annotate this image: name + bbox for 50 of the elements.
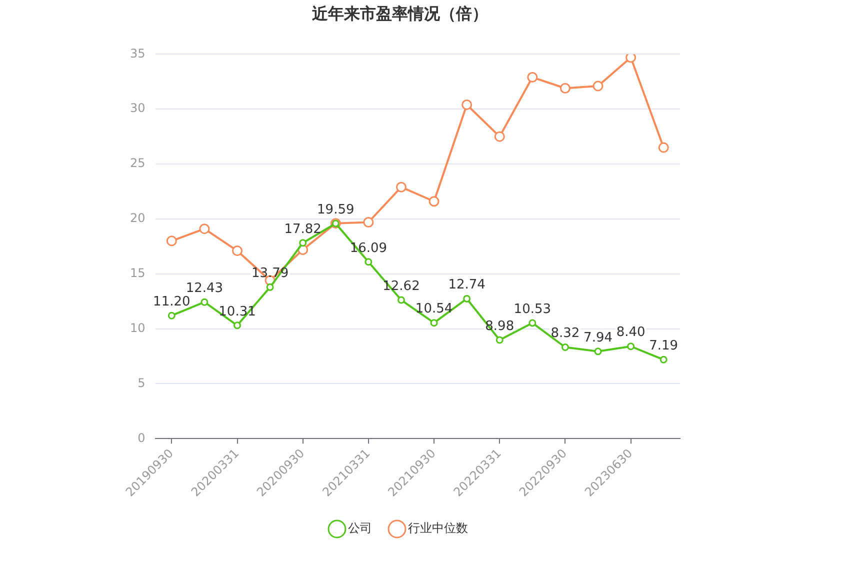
point bbox=[200, 298, 208, 306]
legend-label: 行业中位数 bbox=[408, 521, 468, 536]
y-tick-label: 15 bbox=[130, 266, 146, 280]
point bbox=[527, 72, 538, 83]
y-tick-label: 25 bbox=[130, 156, 146, 170]
point bbox=[266, 283, 274, 291]
point bbox=[397, 296, 405, 304]
y-tick-label: 30 bbox=[130, 101, 146, 116]
point bbox=[658, 142, 669, 153]
data-label: 8.40 bbox=[616, 325, 646, 340]
data-label: 7.19 bbox=[649, 338, 678, 354]
data-label: 10.54 bbox=[415, 302, 453, 317]
y-tick-label: 5 bbox=[138, 376, 146, 390]
point bbox=[627, 342, 635, 350]
y-tick-label: 20 bbox=[130, 211, 146, 226]
y-tick-label: 10 bbox=[130, 320, 146, 335]
point bbox=[594, 348, 602, 356]
point bbox=[428, 196, 440, 207]
point bbox=[560, 83, 570, 94]
data-label: 19.59 bbox=[317, 202, 354, 218]
point bbox=[168, 312, 176, 320]
point bbox=[626, 54, 636, 63]
data-label: 7.94 bbox=[584, 330, 612, 346]
data-label: 10.53 bbox=[514, 302, 552, 317]
point bbox=[166, 236, 177, 246]
point bbox=[199, 224, 210, 234]
point bbox=[232, 246, 243, 256]
point bbox=[463, 294, 471, 302]
y-tick-label: 35 bbox=[130, 46, 146, 60]
data-label: 12.43 bbox=[186, 280, 224, 296]
point bbox=[496, 336, 504, 344]
data-label: 11.20 bbox=[153, 294, 190, 310]
data-label: 17.82 bbox=[284, 222, 322, 237]
point bbox=[660, 356, 668, 364]
point bbox=[396, 182, 406, 192]
chart-title: 近年来市盈率情况（倍） bbox=[311, 4, 488, 23]
legend-label: 公司 bbox=[348, 521, 372, 536]
point bbox=[363, 217, 374, 228]
data-label: 12.74 bbox=[448, 278, 486, 293]
point bbox=[528, 319, 536, 327]
point bbox=[462, 99, 472, 110]
point bbox=[234, 322, 242, 330]
data-label: 8.32 bbox=[550, 326, 580, 342]
point bbox=[561, 343, 569, 351]
point bbox=[494, 131, 505, 142]
point bbox=[299, 239, 307, 247]
point bbox=[364, 258, 372, 266]
point bbox=[430, 319, 438, 327]
point bbox=[592, 80, 604, 92]
y-tick-label: 0 bbox=[138, 430, 146, 445]
